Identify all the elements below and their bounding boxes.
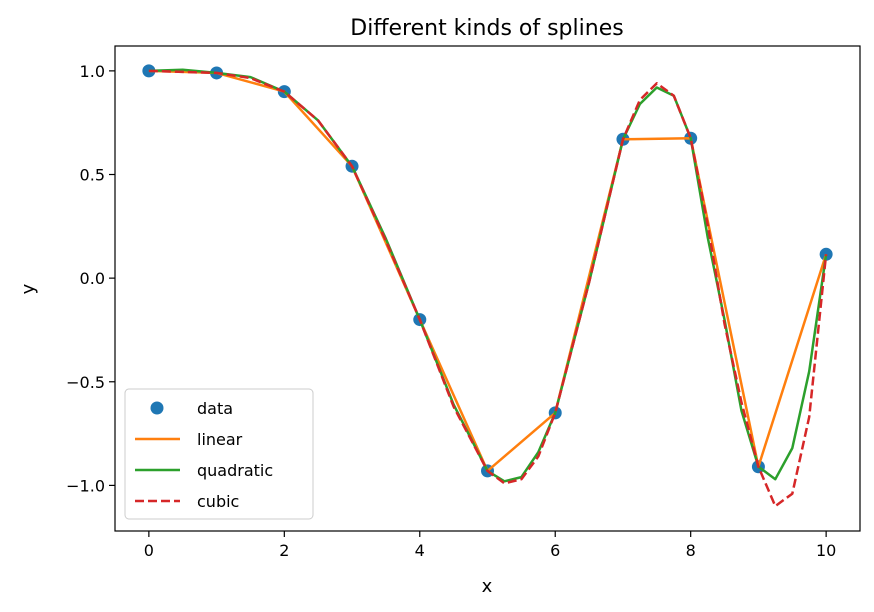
legend: data linear quadratic cubic xyxy=(124,388,314,520)
y-tick-label: −0.5 xyxy=(66,373,105,392)
x-tick-label: 10 xyxy=(816,541,836,560)
series-line-quadratic xyxy=(148,68,828,483)
axes-frame xyxy=(114,45,861,532)
x-tick-label: 4 xyxy=(415,541,425,560)
data-point xyxy=(142,64,156,78)
legend-box xyxy=(124,388,314,520)
y-tick-label: 0.5 xyxy=(80,166,105,185)
legend-marker-data xyxy=(150,401,164,415)
x-tick-label: 8 xyxy=(686,541,696,560)
plot-area xyxy=(114,45,861,532)
legend-label-linear: linear xyxy=(197,430,243,449)
legend-label-quadratic: quadratic xyxy=(197,461,273,480)
chart-title: Different kinds of splines xyxy=(350,16,623,41)
x-tick-label: 0 xyxy=(144,541,154,560)
series-line-cubic xyxy=(148,69,828,508)
x-tick-label: 2 xyxy=(279,541,289,560)
data-point xyxy=(819,247,833,261)
axis-ticks: 0 2 4 6 8 10 −1.0 −0.5 0.0 0.5 1.0 xyxy=(66,62,836,560)
y-tick-label: 0.0 xyxy=(80,269,105,288)
legend-label-cubic: cubic xyxy=(197,492,239,511)
x-tick-label: 6 xyxy=(550,541,560,560)
y-tick-label: 1.0 xyxy=(80,62,105,81)
y-tick-label: −1.0 xyxy=(66,476,105,495)
x-axis-label: x xyxy=(482,576,493,597)
legend-label-data: data xyxy=(197,399,233,418)
y-axis-label: y xyxy=(18,283,39,294)
